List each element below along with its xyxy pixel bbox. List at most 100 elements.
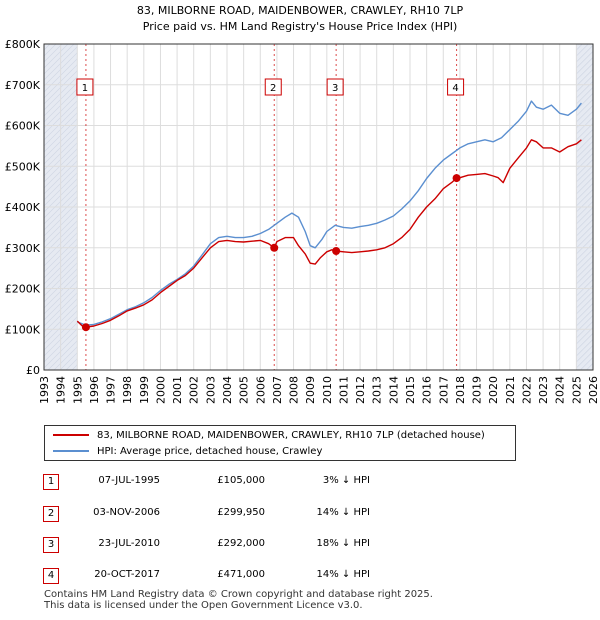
legend-swatch-hpi: [53, 450, 89, 452]
x-tick-label: 2002: [188, 376, 201, 404]
hatch-line: [53, 346, 78, 371]
x-tick-label: 2004: [221, 376, 234, 404]
sale-point: [332, 247, 341, 256]
marker-number: 2: [270, 83, 276, 94]
x-tick-label: 1997: [105, 376, 118, 404]
hatch-line: [576, 351, 594, 369]
marker-label: 1: [76, 78, 94, 96]
hatch-line: [576, 81, 594, 99]
hatch-line: [43, 43, 75, 75]
hatch-line: [576, 129, 594, 147]
transaction-row: 3 23-JUL-2010 £292,000 18% ↓ HPI: [0, 534, 600, 558]
hatch-line: [43, 43, 51, 51]
marker-label: 4: [447, 78, 465, 96]
x-tick-label: 2010: [321, 376, 334, 404]
x-tick-label: 2001: [171, 376, 184, 404]
x-tick-label: 2023: [537, 376, 550, 404]
y-tick-label: £600K: [5, 120, 41, 133]
hatch-line: [576, 309, 594, 327]
hatch-line: [43, 43, 57, 57]
chart-title: 83, MILBORNE ROAD, MAIDENBOWER, CRAWLEY,…: [137, 4, 464, 17]
hatch-line: [576, 249, 594, 267]
x-tick-label: 1994: [55, 376, 68, 404]
x-tick-label: 2007: [271, 376, 284, 404]
hatch-line: [576, 69, 594, 87]
hatch-line: [576, 225, 594, 243]
x-tick-label: 2019: [471, 376, 484, 404]
hatch-line: [576, 45, 594, 63]
marker-box: [326, 78, 344, 96]
hatch-line: [576, 255, 594, 273]
x-tick-label: 2013: [371, 376, 384, 404]
x-tick-label: 2018: [454, 376, 467, 404]
hatch-line: [576, 43, 583, 51]
footer-line-2: This data is licensed under the Open Gov…: [44, 600, 363, 611]
hatch-line: [580, 357, 594, 371]
footer-line-1: Contains HM Land Registry data © Crown c…: [44, 589, 433, 600]
marker-box: [264, 78, 282, 96]
y-tick-label: £100K: [5, 323, 41, 336]
hatch-line: [576, 183, 594, 201]
y-tick-label: £400K: [5, 201, 41, 214]
x-tick-label: 2014: [387, 376, 400, 404]
hatch-line: [576, 147, 594, 165]
transaction-row: 2 03-NOV-2006 £299,950 14% ↓ HPI: [0, 503, 600, 527]
hatch-line: [576, 75, 594, 93]
hatch-line: [576, 51, 594, 69]
x-tick-label: 2000: [154, 376, 167, 404]
x-tick-label: 1996: [88, 376, 101, 404]
hatch-line: [576, 99, 594, 117]
hatch-line: [71, 364, 78, 371]
hatch-line: [576, 201, 594, 219]
transaction-date: 03-NOV-2006: [93, 507, 160, 518]
legend-label-hpi: HPI: Average price, detached house, Craw…: [97, 446, 323, 457]
hatch-line: [576, 267, 594, 285]
legend-item-hpi: HPI: Average price, detached house, Craw…: [53, 444, 322, 460]
hatch-line: [576, 93, 594, 111]
hatch-line: [576, 141, 594, 159]
plot-area: £0 £100K £200K £300K £400K £500K £600K £700K £80…: [5, 38, 600, 404]
x-tick-label: 2015: [404, 376, 417, 404]
hatch-line: [576, 327, 594, 345]
legend-item-property: 83, MILBORNE ROAD, MAIDENBOWER, CRAWLEY,…: [53, 428, 485, 444]
y-tick-label: £700K: [5, 79, 41, 92]
x-tick-label: 2005: [238, 376, 251, 404]
hatch-line: [576, 165, 594, 183]
hatch-line: [576, 261, 594, 279]
x-tick-label: 1995: [71, 376, 84, 404]
hatch-line: [576, 189, 594, 207]
hatch-line: [65, 358, 78, 371]
hatch-line: [576, 207, 594, 225]
hatch-line: [576, 159, 594, 177]
transaction-row: 4 20-OCT-2017 £471,000 14% ↓ HPI: [0, 565, 600, 589]
x-tick-label: 2016: [421, 376, 434, 404]
hatch-line: [576, 243, 594, 261]
hatch-line: [576, 171, 594, 189]
y-tick-label: £200K: [5, 283, 41, 296]
marker-box: [447, 78, 465, 96]
transaction-price: £292,000: [217, 538, 265, 549]
plot-border: [43, 43, 594, 371]
hatch-line: [43, 43, 63, 63]
hatch-line: [576, 219, 594, 237]
hatch-line: [576, 231, 594, 249]
hatch-line: [576, 339, 594, 357]
chart-subtitle: Price paid vs. HM Land Registry's House …: [143, 20, 458, 33]
hatch-line: [59, 352, 78, 371]
legend-label-property: 83, MILBORNE ROAD, MAIDENBOWER, CRAWLEY,…: [97, 430, 485, 441]
x-tick-label: 1999: [138, 376, 151, 404]
transaction-date: 20-OCT-2017: [94, 569, 160, 580]
hatch-line: [576, 57, 594, 75]
hatch-line: [576, 279, 594, 297]
hatch-line: [576, 291, 594, 309]
x-tick-label: 2017: [437, 376, 450, 404]
legend-swatch-property: [53, 434, 89, 436]
hatch-line: [576, 345, 594, 363]
transaction-badge: 3: [43, 537, 59, 553]
hatch-line: [47, 340, 78, 371]
x-tick-label: 2008: [288, 376, 301, 404]
price-chart: 83, MILBORNE ROAD, MAIDENBOWER, CRAWLEY,…: [5, 4, 600, 404]
hatch-line: [576, 63, 594, 81]
footer: Contains HM Land Registry data © Crown c…: [44, 589, 433, 611]
x-tick-label: 2024: [554, 376, 567, 404]
